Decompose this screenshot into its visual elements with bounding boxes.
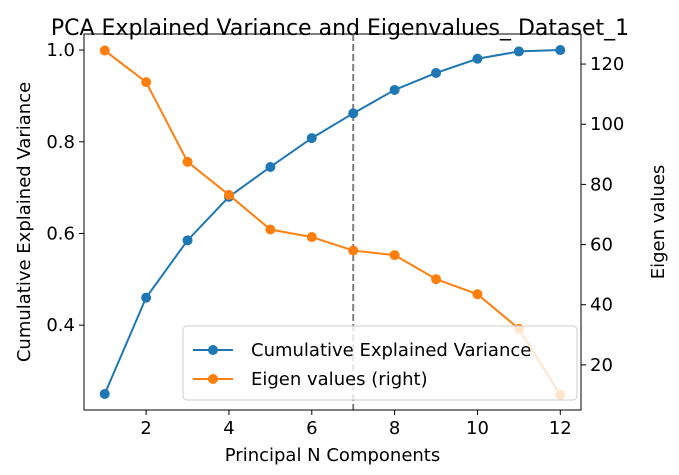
legend: Cumulative Explained Variance Eigen value… <box>182 325 578 401</box>
legend-cumulative-variance-marker <box>208 345 218 355</box>
x-tick-label: 2 <box>140 418 151 439</box>
cumulative-variance-point <box>141 292 152 303</box>
y-tick-label-right: 100 <box>590 114 624 135</box>
y-axis-label-left: Cumulative Explained Variance <box>14 82 35 362</box>
y-tick-label-left: 0.4 <box>46 315 75 336</box>
eigen-values-point <box>223 189 234 200</box>
cumulative-variance-point <box>555 45 566 56</box>
cumulative-variance-point <box>348 108 359 119</box>
cumulative-variance-point <box>513 46 524 57</box>
cumulative-variance-point <box>431 67 442 78</box>
legend-cumulative-variance-label: Cumulative Explained Variance <box>251 340 531 361</box>
eigen-values-point <box>389 250 400 261</box>
y-axis-label-right: Eigen values <box>648 165 669 280</box>
x-tick-label: 8 <box>389 418 400 439</box>
cumulative-variance-line <box>103 49 561 395</box>
eigen-values-point <box>141 77 152 88</box>
eigen-values-point <box>348 245 359 256</box>
legend-eigen-values-label: Eigen values (right) <box>251 369 428 390</box>
cumulative-variance-point <box>182 235 193 246</box>
chart-title: PCA Explained Variance and Eigenvalues_ … <box>51 16 629 41</box>
y-tick-label-left: 1.0 <box>46 40 75 61</box>
plot-area <box>99 34 566 410</box>
cumulative-variance-point <box>99 388 110 399</box>
cumulative-variance-point <box>472 53 483 64</box>
y-tick-label-left: 0.8 <box>46 132 75 153</box>
eigen-values-line <box>104 49 562 396</box>
y-tick-label-left: 0.6 <box>46 223 75 244</box>
x-tick-label: 4 <box>223 418 234 439</box>
x-axis-label: Principal N Components <box>225 445 441 466</box>
x-tick-label: 12 <box>549 418 572 439</box>
legend-box <box>182 325 578 401</box>
cumulative-variance-point <box>265 161 276 172</box>
cumulative-variance-point <box>389 84 400 95</box>
x-tick-label: 6 <box>306 418 317 439</box>
eigen-values-point <box>265 224 276 235</box>
x-tick-label: 10 <box>466 418 489 439</box>
eigen-values-point <box>99 45 110 56</box>
eigen-values-point <box>306 232 317 243</box>
cumulative-variance-point <box>306 133 317 144</box>
y-tick-label-right: 20 <box>590 355 613 376</box>
y-tick-label-right: 40 <box>590 295 613 316</box>
y-tick-label-right: 120 <box>590 54 624 75</box>
eigen-values-point <box>182 156 193 167</box>
plot-frame <box>83 33 582 411</box>
y-tick-label-right: 60 <box>590 235 613 256</box>
y-tick-label-right: 80 <box>590 174 613 195</box>
eigen-values-point <box>472 289 483 300</box>
legend-eigen-values-marker <box>208 374 218 384</box>
eigen-values-point <box>431 274 442 285</box>
